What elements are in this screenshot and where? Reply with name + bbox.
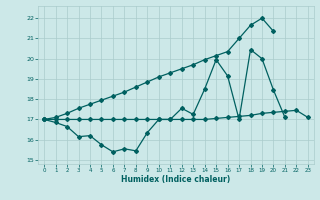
- X-axis label: Humidex (Indice chaleur): Humidex (Indice chaleur): [121, 175, 231, 184]
